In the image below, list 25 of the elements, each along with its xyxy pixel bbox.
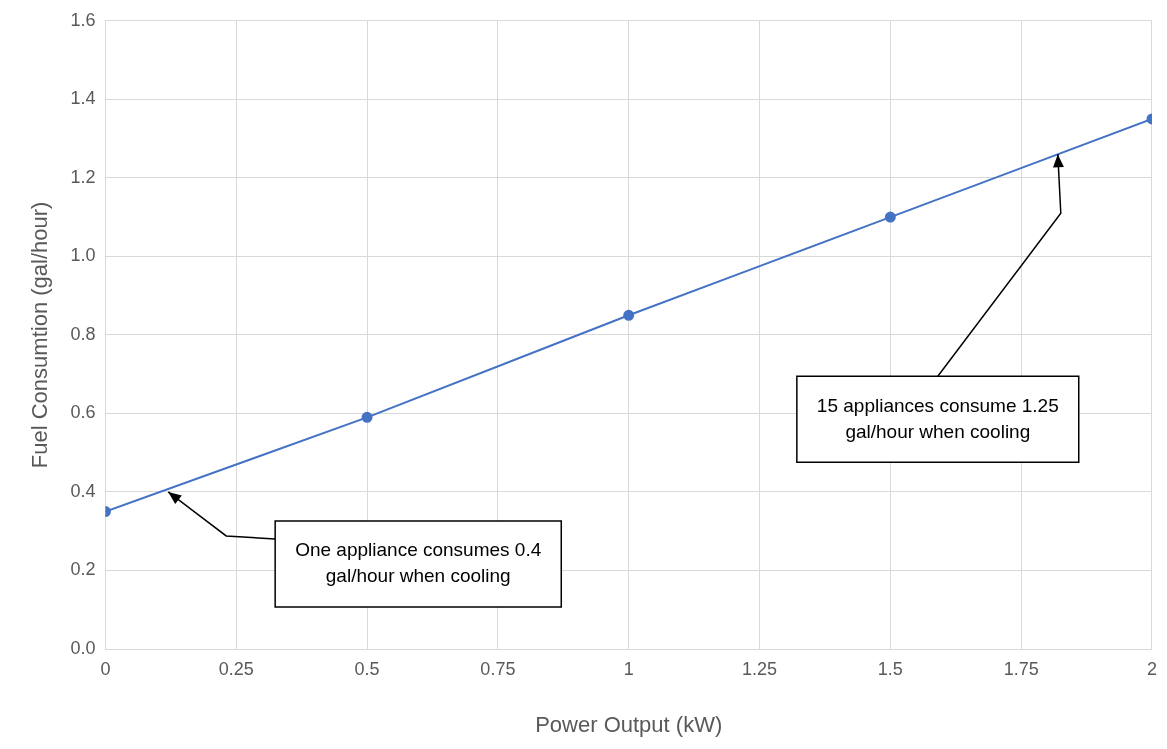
x-tick-label: 1.75 [1003,658,1039,679]
annotation: One appliance consumes 0.4 gal/hour when cooling [295,539,542,587]
x-tick-label: 0 [100,658,111,679]
y-tick-label: 0.8 [70,323,96,344]
y-tick-label: 1.6 [70,9,96,30]
x-tick-label: 1 [623,658,634,679]
y-tick-label: 0.0 [70,637,96,658]
y-axis-title: Fuel Consumtion (gal/hour) [27,201,53,469]
x-tick-label: 0.5 [354,658,380,679]
x-tick-label: 0.25 [218,658,254,679]
x-tick-label: 0.75 [480,658,516,679]
point [623,309,635,321]
y-tick-label: 0.4 [70,480,96,501]
y-tick-label: 0.6 [70,402,96,423]
y-tick-label: 0.2 [70,559,96,580]
x-tick-label: 1.5 [877,658,903,679]
annotation: 15 appliances consume 1.25 gal/hour when cooling [816,394,1059,442]
y-tick-label: 1.0 [70,245,96,266]
y-tick-label: 1.2 [70,166,96,187]
x-tick-label: 2 [1146,658,1157,679]
x-axis-title: Power Output (kW) [535,711,723,737]
x-tick-label: 1.25 [742,658,778,679]
y-tick-label: 1.4 [70,88,96,109]
point [361,411,373,423]
point [884,211,896,223]
